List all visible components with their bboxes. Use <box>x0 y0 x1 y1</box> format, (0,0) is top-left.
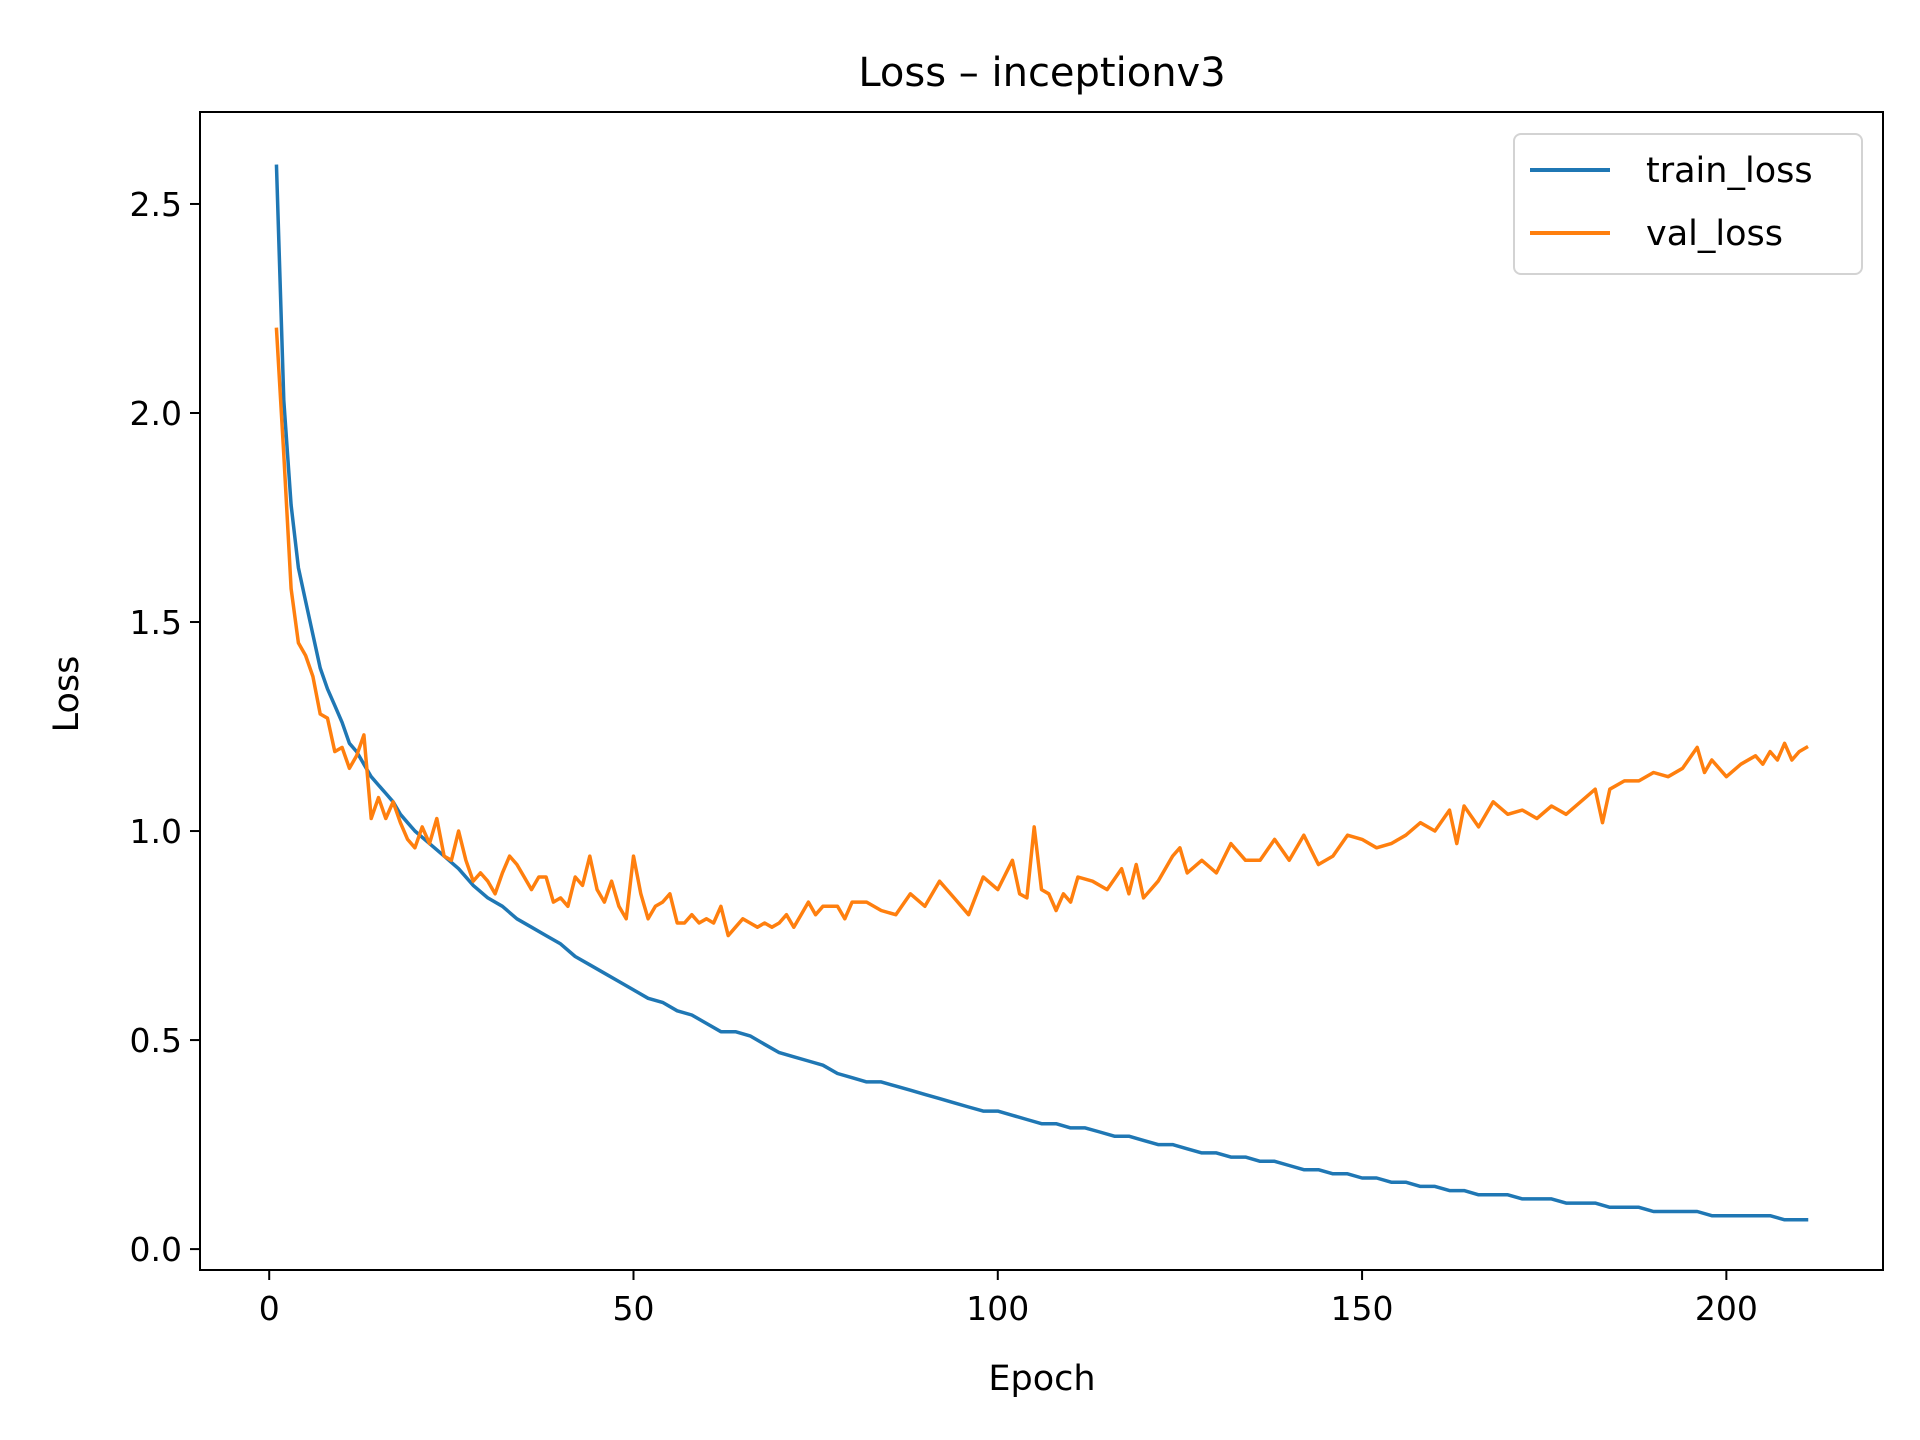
plot-frame <box>199 111 1884 1271</box>
x-axis: 0 50 100 150 200 <box>259 1270 1758 1328</box>
y-tick-label: 0.5 <box>130 1021 182 1060</box>
y-tick-label: 1.0 <box>130 812 182 851</box>
x-tick-label: 0 <box>259 1289 280 1328</box>
y-axis: 0.0 0.5 1.0 1.5 2.0 2.5 <box>130 185 200 1269</box>
plot-background <box>200 112 1883 1270</box>
y-tick-label: 2.0 <box>130 394 182 433</box>
x-tick-label: 50 <box>613 1289 655 1328</box>
series-line-train-loss <box>274 164 1809 1222</box>
plot-area <box>199 111 1884 1271</box>
y-axis-label: Loss <box>47 656 87 733</box>
series-layer <box>274 164 1809 1222</box>
y-tick-label: 1.5 <box>130 603 182 642</box>
chart-title: Loss – inceptionv3 <box>858 50 1225 96</box>
legend-train-loss-label: train_loss <box>1646 151 1813 191</box>
y-tick-label: 0.0 <box>130 1230 182 1269</box>
x-tick-label: 100 <box>966 1289 1029 1328</box>
legend-val-loss-label: val_loss <box>1646 214 1783 254</box>
x-tick-label: 150 <box>1331 1289 1394 1328</box>
legend: train_loss val_loss <box>1513 133 1863 275</box>
series-line-val-loss <box>274 327 1809 938</box>
y-tick-label: 2.5 <box>130 185 182 224</box>
x-tick-label: 200 <box>1695 1289 1758 1328</box>
x-axis-label: Epoch <box>988 1359 1095 1399</box>
